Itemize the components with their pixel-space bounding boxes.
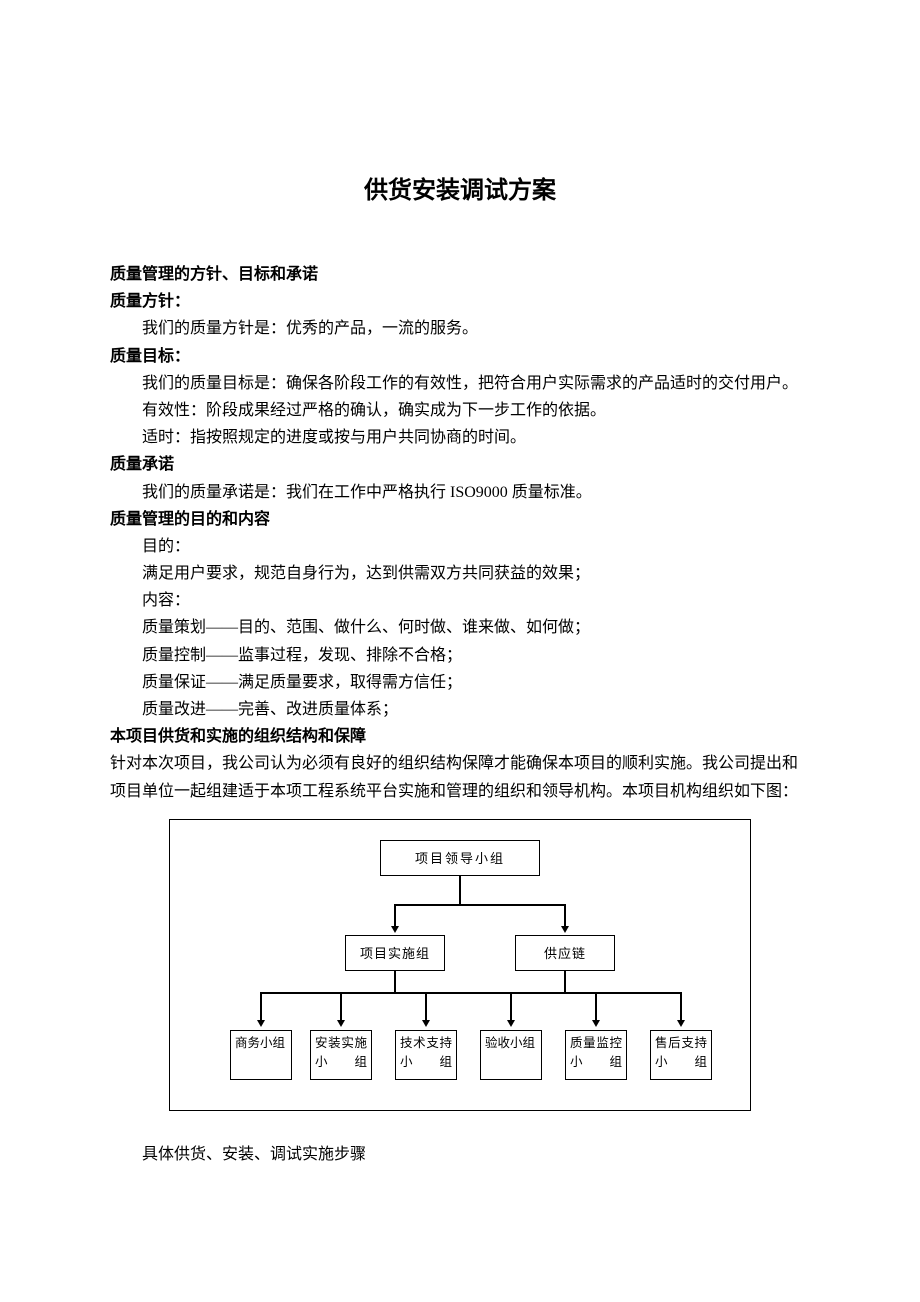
chart-arrow — [391, 926, 399, 933]
s2-line-2: 满足用户要求，规范自身行为，达到供需双方共同获益的效果； — [110, 560, 810, 587]
s2-line-5: 质量控制——监事过程，发现、排除不合格； — [110, 642, 810, 669]
section-2-header: 质量管理的目的和内容 — [110, 506, 810, 533]
section-3-header: 本项目供货和实施的组织结构和保障 — [110, 723, 810, 750]
chart-line — [260, 992, 682, 994]
chart-arrow — [422, 1020, 430, 1027]
org-chart: 项目领导小组 项目实施组 供应链 商务小组 安装实施小组 技术支持小组 验收小组… — [169, 819, 751, 1111]
document-page: 供货安装调试方案 质量管理的方针、目标和承诺 质量方针： 我们的质量方针是：优秀… — [0, 0, 920, 1268]
page-title: 供货安装调试方案 — [110, 170, 810, 205]
target-text-2: 有效性：阶段成果经过严格的确认，确实成为下一步工作的依据。 — [110, 397, 810, 424]
chart-node-b4: 验收小组 — [480, 1030, 542, 1080]
s2-line-7: 质量改进——完善、改进质量体系； — [110, 696, 810, 723]
chart-line — [564, 904, 566, 926]
chart-node-mid-left: 项目实施组 — [345, 935, 445, 971]
chart-arrow — [592, 1020, 600, 1027]
s2-line-1: 目的： — [110, 533, 810, 560]
chart-node-b2: 安装实施小组 — [310, 1030, 372, 1080]
chart-arrow — [561, 926, 569, 933]
chart-line — [459, 876, 461, 904]
chart-line — [564, 971, 566, 993]
s2-line-3: 内容： — [110, 587, 810, 614]
chart-line — [394, 904, 566, 906]
chart-line — [340, 992, 342, 1020]
chart-line — [510, 992, 512, 1020]
chart-arrow — [677, 1020, 685, 1027]
chart-node-b6: 售后支持小组 — [650, 1030, 712, 1080]
s2-line-6: 质量保证——满足质量要求，取得需方信任； — [110, 669, 810, 696]
chart-arrow — [507, 1020, 515, 1027]
chart-node-mid-right: 供应链 — [515, 935, 615, 971]
target-text-1: 我们的质量目标是：确保各阶段工作的有效性，把符合用户实际需求的产品适时的交付用户… — [110, 370, 810, 397]
section-1-header: 质量管理的方针、目标和承诺 — [110, 261, 810, 288]
s3-paragraph: 针对本次项目，我公司认为必须有良好的组织结构保障才能确保本项目的顺利实施。我公司… — [110, 750, 810, 804]
policy-header: 质量方针： — [110, 288, 810, 315]
chart-line — [394, 971, 396, 993]
chart-line — [394, 904, 396, 926]
final-line: 具体供货、安装、调试实施步骤 — [110, 1141, 810, 1168]
policy-text: 我们的质量方针是：优秀的产品，一流的服务。 — [110, 315, 810, 342]
chart-arrow — [257, 1020, 265, 1027]
chart-node-b5: 质量监控小组 — [565, 1030, 627, 1080]
chart-line — [260, 992, 262, 1020]
chart-arrow — [337, 1020, 345, 1027]
commit-text: 我们的质量承诺是：我们在工作中严格执行 ISO9000 质量标准。 — [110, 479, 810, 506]
chart-node-b3: 技术支持小组 — [395, 1030, 457, 1080]
target-text-3: 适时：指按照规定的进度或按与用户共同协商的时间。 — [110, 424, 810, 451]
chart-node-b1: 商务小组 — [230, 1030, 292, 1080]
commit-header: 质量承诺 — [110, 451, 810, 478]
s2-line-4: 质量策划——目的、范围、做什么、何时做、谁来做、如何做； — [110, 614, 810, 641]
chart-node-top: 项目领导小组 — [380, 840, 540, 876]
chart-line — [680, 992, 682, 1020]
chart-line — [425, 992, 427, 1020]
chart-line — [595, 992, 597, 1020]
target-header: 质量目标： — [110, 343, 810, 370]
